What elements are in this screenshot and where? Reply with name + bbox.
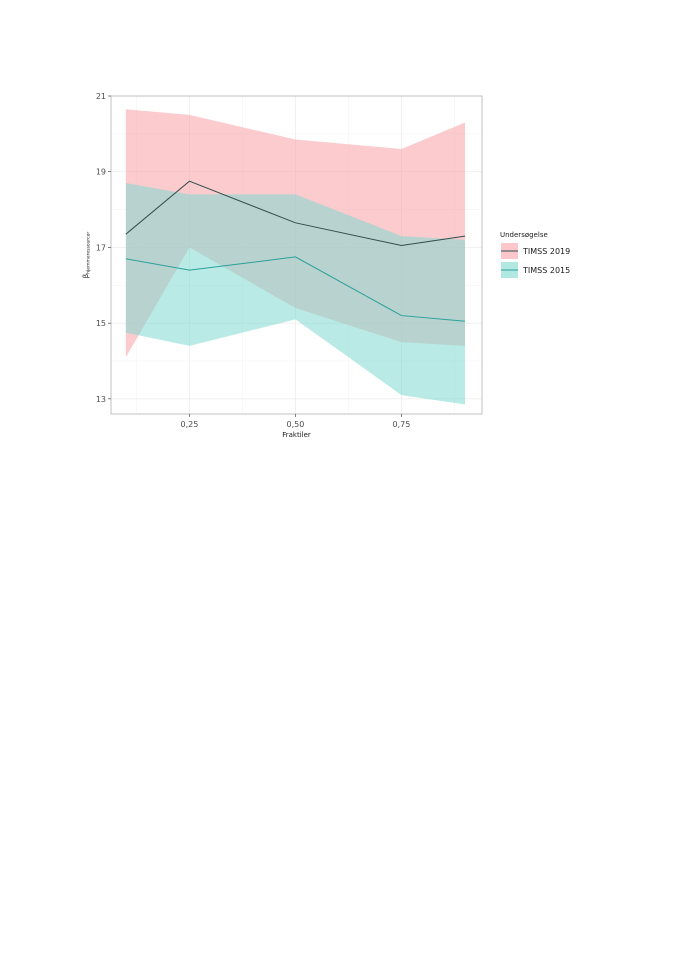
legend-item-timss-2015: TIMSS 2015 [501,262,570,278]
series-lines [125,180,466,322]
legend-item-timss-2019: TIMSS 2019 [501,243,570,259]
legend-label-timss-2015: TIMSS 2015 [522,266,570,275]
y-tick-label: 21 [96,92,106,101]
x-axis-title: Fraktiler [282,431,311,439]
y-axis-title: βhjemmeressourcer [82,232,92,279]
legend-label-timss-2019: TIMSS 2019 [522,247,570,256]
x-tick-label: 0,50 [287,420,305,429]
confidence-bands [125,109,466,405]
y-tick-label: 19 [96,168,106,177]
plot-border [110,95,483,415]
x-tick-label: 0,75 [393,420,411,429]
y-tick-label: 15 [96,319,106,328]
axes: 13 15 17 19 21 0,25 0,50 0,75 [96,92,411,429]
legend: Undersøgelse TIMSS 2019 TIMSS 2015 [500,231,570,278]
y-axis-title-sub: hjemmeressourcer [86,232,92,274]
x-tick-label: 0,25 [181,420,199,429]
y-axis-title-main: β [82,274,90,278]
y-tick-label: 13 [96,395,106,404]
legend-title: Undersøgelse [500,231,548,239]
y-tick-label: 17 [96,243,106,252]
svg-text:βhjemmeressourcer: βhjemmeressourcer [82,232,92,279]
line-timss-2019 [125,180,466,247]
band-timss-2015 [125,183,466,405]
line-timss-2015 [125,256,466,322]
